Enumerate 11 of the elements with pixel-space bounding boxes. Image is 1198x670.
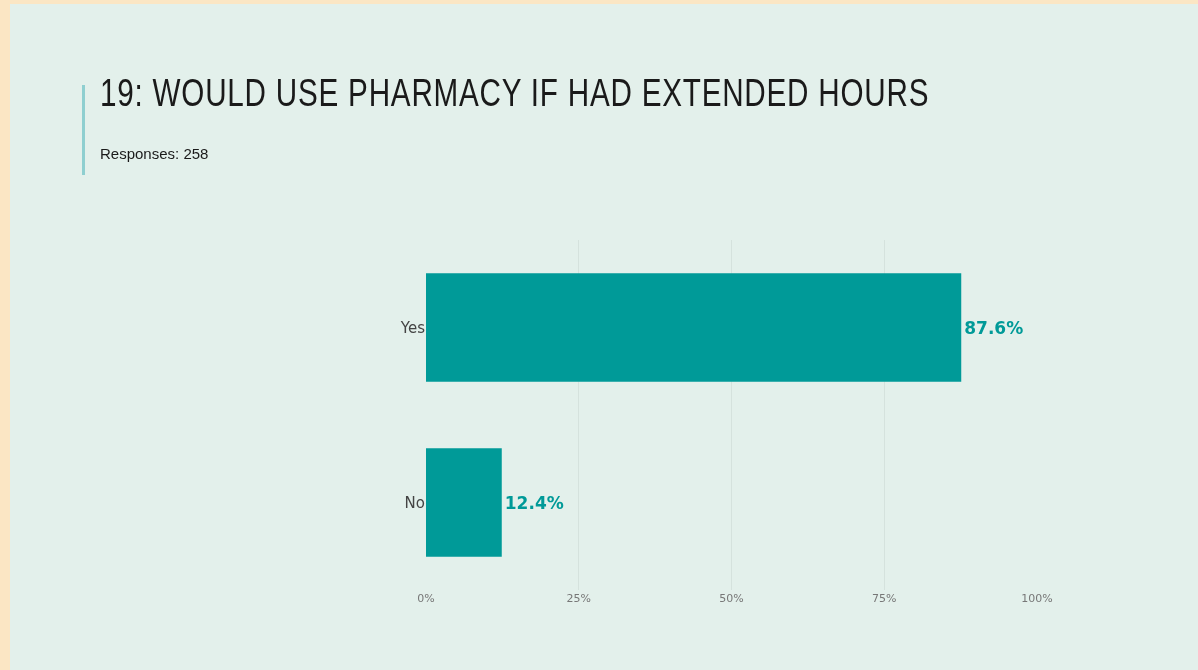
x-tick-label: 50% [719,592,744,605]
y-tick-label: Yes [399,318,426,337]
data-label: 12.4% [504,492,564,513]
chart-title: 19: WOULD USE PHARMACY IF HAD EXTENDED HOURS [100,72,930,115]
y-tick-label: No [404,493,425,512]
x-tick-label: 100% [1021,592,1053,605]
x-tick-label: 0% [417,592,435,605]
data-label: 87.6% [964,317,1024,338]
text: Responses: 258 [100,145,209,162]
x-tick-label: 75% [872,592,897,605]
x-tick-label: 25% [566,592,591,605]
